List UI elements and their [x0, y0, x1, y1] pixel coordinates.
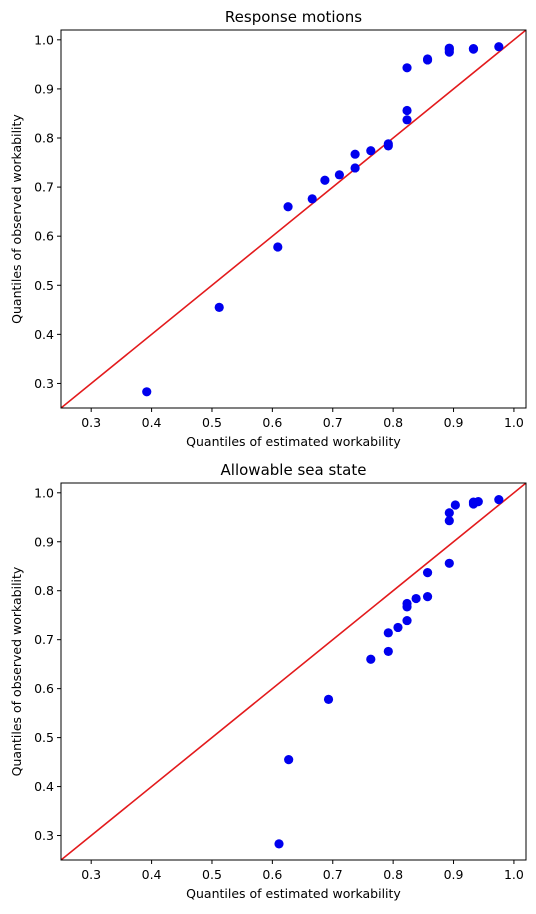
y-tick-label: 0.4 — [34, 327, 54, 342]
data-point — [273, 242, 283, 252]
data-point — [444, 558, 454, 568]
data-point — [468, 44, 479, 54]
y-tick-label: 0.7 — [34, 632, 54, 647]
axes-frame — [60, 29, 527, 409]
y-tick-label: 1.0 — [34, 32, 54, 47]
x-tick-label: 0.9 — [444, 867, 464, 882]
x-tick-label: 0.4 — [142, 415, 162, 430]
data-point — [422, 591, 433, 602]
chart-title-allowable-sea-state: Allowable sea state — [221, 461, 367, 479]
data-point — [444, 516, 454, 526]
data-point — [214, 302, 224, 312]
data-point — [494, 495, 504, 505]
data-point — [393, 622, 403, 633]
y-tick-label: 0.9 — [34, 534, 54, 549]
x-tick-label: 0.6 — [262, 867, 282, 882]
data-point — [444, 43, 454, 53]
y-tick-label: 1.0 — [34, 485, 54, 500]
x-axis-label: Quantiles of estimated workability — [186, 434, 401, 449]
y-axis-label: Quantiles of observed workability — [9, 566, 24, 776]
data-point — [402, 615, 412, 626]
y-tick-label: 0.3 — [34, 828, 54, 843]
x-tick-label: 0.9 — [444, 415, 464, 430]
data-point — [383, 646, 393, 657]
data-point — [283, 202, 293, 212]
x-tick-label: 0.4 — [142, 867, 162, 882]
data-point — [383, 139, 393, 149]
data-point — [411, 593, 421, 604]
x-tick-label: 1.0 — [504, 867, 524, 882]
data-point — [350, 149, 360, 159]
reference-line — [61, 30, 526, 408]
y-axis-label: Quantiles of observed workability — [9, 114, 24, 324]
data-point — [307, 194, 317, 204]
data-point — [323, 694, 334, 705]
y-tick-label: 0.6 — [34, 229, 54, 244]
panel-response-motions: 0.3 0.4 0.5 0.6 0.7 0.8 0.9 1.0 0.3 0.4 0.5 0.6 0.7 0… — [9, 8, 527, 449]
x-tick-label: 0.5 — [202, 867, 222, 882]
chart-title-response-motions: Response motions — [225, 8, 362, 26]
data-point — [402, 63, 412, 73]
panel-allowable-sea-state: 0.3 0.4 0.5 0.6 0.7 0.8 0.9 1.0 0.3 0.4 0.5 0.6 0.7 0… — [9, 461, 527, 901]
data-point — [444, 508, 454, 518]
data-point — [366, 654, 376, 664]
data-point — [284, 755, 294, 765]
x-tick-label: 0.3 — [81, 415, 101, 430]
x-tick-label: 0.3 — [81, 867, 101, 882]
y-tick-label: 0.8 — [34, 583, 54, 598]
data-point — [334, 170, 344, 180]
data-point — [383, 628, 393, 638]
data-point — [402, 115, 412, 125]
y-tick-label: 0.4 — [34, 779, 54, 794]
data-point — [320, 175, 330, 185]
x-tick-label: 0.8 — [383, 867, 403, 882]
y-tick-label: 0.8 — [34, 131, 54, 146]
reference-line — [61, 483, 526, 860]
data-point — [274, 839, 284, 849]
x-axis-label: Quantiles of estimated workability — [186, 886, 401, 901]
axes-frame — [60, 482, 527, 861]
data-point — [366, 146, 376, 156]
x-tick-label: 0.5 — [202, 415, 222, 430]
data-point — [402, 105, 412, 116]
y-tick-label: 0.6 — [34, 681, 54, 696]
y-tick-label: 0.3 — [34, 376, 54, 391]
data-point — [422, 54, 433, 64]
data-point — [450, 500, 460, 510]
y-tick-label: 0.5 — [34, 730, 54, 745]
x-tick-label: 1.0 — [504, 415, 524, 430]
data-point — [494, 42, 504, 52]
data-point — [422, 567, 433, 578]
data-point — [350, 163, 360, 173]
y-tick-label: 0.9 — [34, 81, 54, 96]
data-point — [142, 387, 152, 397]
y-tick-label: 0.5 — [34, 278, 54, 293]
x-tick-label: 0.6 — [262, 415, 282, 430]
y-tick-label: 0.7 — [34, 180, 54, 195]
data-point — [402, 598, 412, 609]
x-tick-label: 0.7 — [323, 415, 343, 430]
x-tick-label: 0.7 — [323, 867, 343, 882]
data-point — [473, 497, 483, 507]
x-tick-label: 0.8 — [383, 415, 403, 430]
